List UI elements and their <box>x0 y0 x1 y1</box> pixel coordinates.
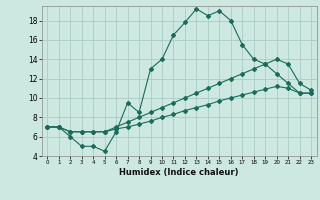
X-axis label: Humidex (Indice chaleur): Humidex (Indice chaleur) <box>119 168 239 177</box>
